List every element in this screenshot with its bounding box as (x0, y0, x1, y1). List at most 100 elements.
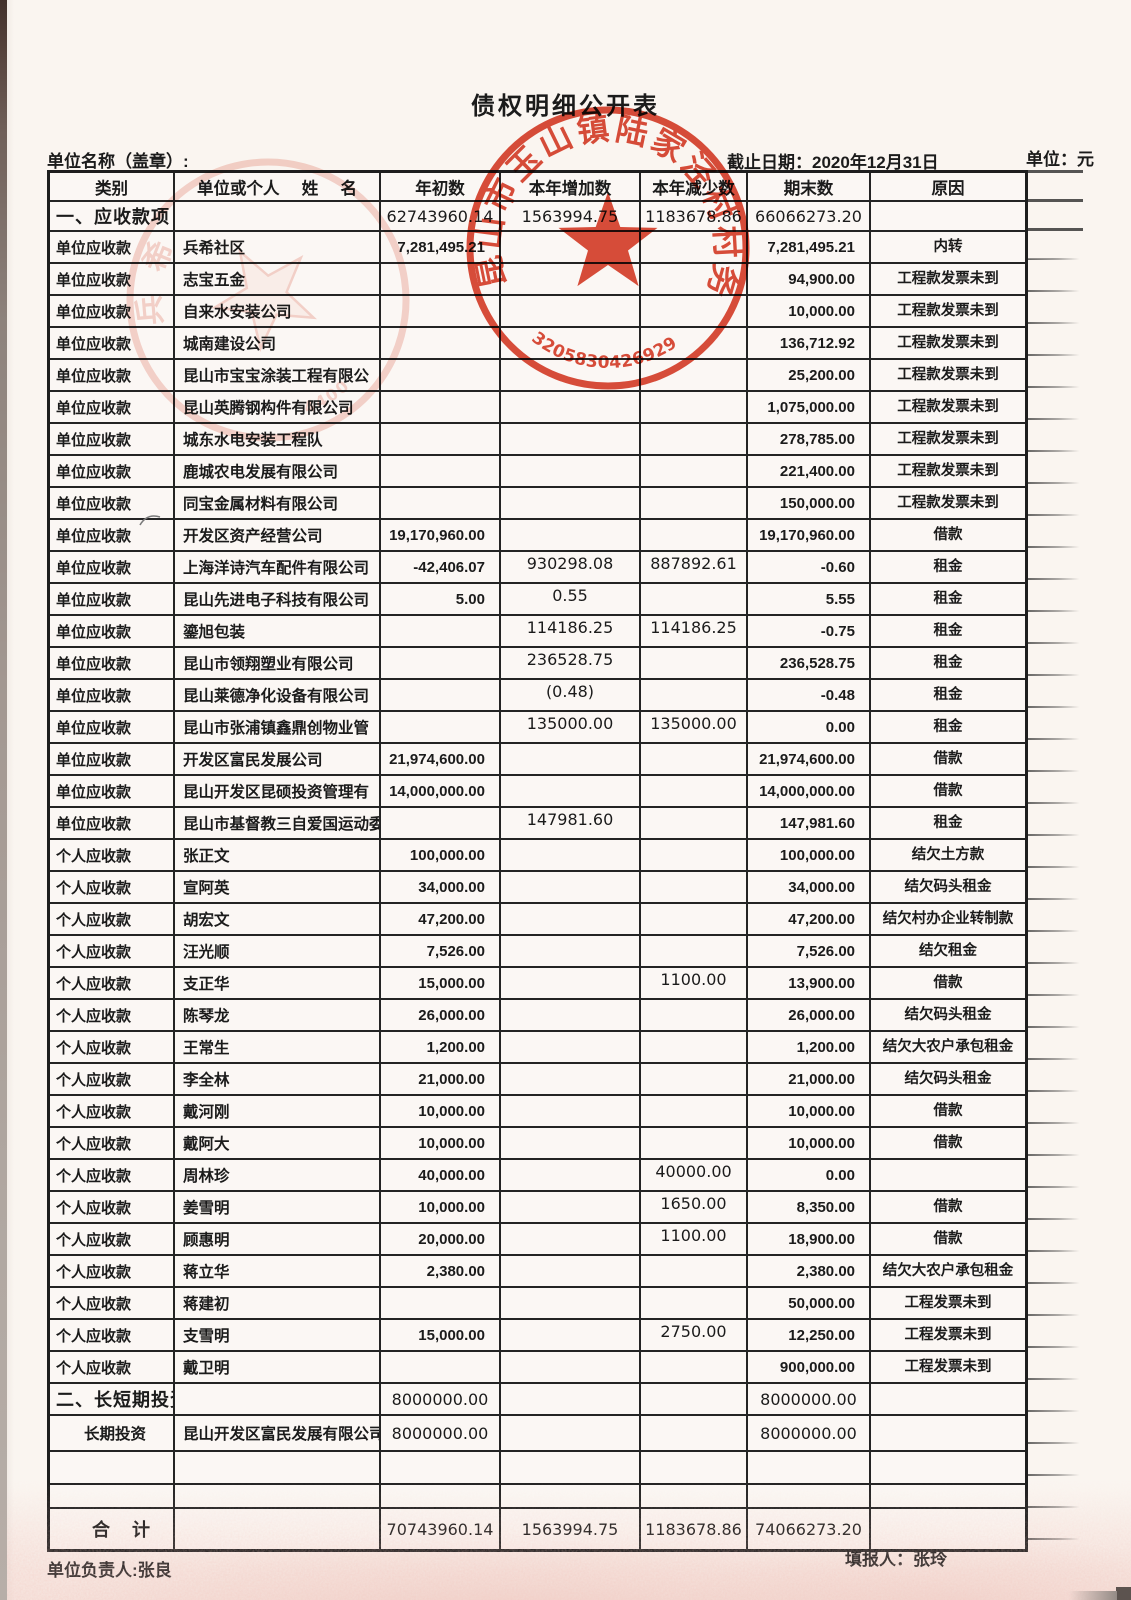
scan-corner-mark (1116, 1587, 1131, 1600)
table-row: 单位应收款 上海洋诗汽车配件有限公司 -42,406.07 930298.08 … (50, 552, 1025, 584)
table-row: 个人应收款 戴阿大 10,000.00 10,000.00 借款 (50, 1128, 1025, 1160)
cell-begin-balance: 15,000.00 (381, 968, 501, 998)
cell-category: 单位应收款 (50, 456, 175, 486)
cell-reason: 借款 (933, 527, 963, 543)
header-year-increase: 本年增加数 (501, 173, 641, 200)
seal-text: 昆山市玉山镇陆家泾村村务监督委员会 (458, 98, 746, 301)
cell-name: 昆山英腾钢构件有限公司 (175, 392, 381, 422)
cell-year-increase: 1563994.75 (501, 202, 641, 230)
cell-reason: 租金 (933, 719, 963, 735)
cell-name: 上海洋诗汽车配件有限公司 (175, 552, 381, 582)
table-row: 单位应收款 同宝金属材料有限公司 150,000.00 工程款发票未到 (50, 488, 1025, 520)
cell-reason (871, 1452, 1025, 1483)
cell-begin-balance: 14,000,000.00 (381, 776, 501, 806)
cell-name: 宣阿英 (175, 872, 381, 902)
cell-category: 单位应收款 (50, 648, 175, 678)
cell-category: 一、应收款项 (50, 202, 175, 230)
cell-end-balance: 236,528.75 (748, 648, 871, 678)
cell-begin-balance: 5.00 (381, 584, 501, 614)
cell-name: 城南建设公司 (175, 328, 381, 358)
cell-year-decrease (641, 936, 748, 966)
cell-begin-balance: 21,974,600.00 (381, 744, 501, 774)
faint-seal-star-icon (211, 248, 317, 353)
cell-reason: 借款 (933, 751, 963, 767)
cell-year-decrease (641, 776, 748, 806)
cell-reason: 借款 (933, 975, 963, 991)
cell-year-increase (501, 424, 641, 454)
cell-year-increase (501, 1452, 641, 1483)
cell-end-balance: 21,974,600.00 (748, 744, 871, 774)
cell-begin-balance (381, 296, 501, 326)
cutoff-date-label: 截止日期：2020年12月31日 (727, 153, 939, 172)
cell-end-balance: 14,000,000.00 (748, 776, 871, 806)
cell-category: 单位应收款 (50, 552, 175, 582)
cell-name: 昆山开发区昆硕投资管理有 (175, 776, 381, 806)
currency-unit-label: 单位：元 (1026, 150, 1094, 169)
table-row: 个人应收款 胡宏文 47,200.00 47,200.00 结欠村办企业转制款 (50, 904, 1025, 936)
cell-end-balance: 147,981.60 (748, 808, 871, 838)
cell-end-balance: 18,900.00 (748, 1224, 871, 1254)
scan-corner-shadow (1069, 1591, 1117, 1600)
cell-year-decrease (641, 1256, 748, 1286)
cell-year-increase: 135000.00 (501, 712, 641, 742)
cell-end-balance: 8000000.00 (748, 1416, 871, 1450)
table-row: 单位应收款 城南建设公司 136,712.92 工程款发票未到 (50, 328, 1025, 360)
cell-year-decrease (641, 1452, 748, 1483)
cell-category: 单位应收款 (50, 360, 175, 390)
cell-year-increase (501, 328, 641, 358)
cell-reason: 工程发票未到 (904, 1327, 992, 1343)
cell-reason (871, 1160, 1025, 1190)
cell-category: 单位应收款 (50, 488, 175, 518)
cell-end-balance: 21,000.00 (748, 1064, 871, 1094)
cell-end-balance: 50,000.00 (748, 1288, 871, 1318)
cell-category: 单位应收款 (50, 232, 175, 262)
table-row: 单位应收款 开发区富民发展公司 21,974,600.00 21,974,600… (50, 744, 1025, 776)
cell-begin-balance: 20,000.00 (381, 1224, 501, 1254)
cell-category: 单位应收款 (50, 680, 175, 710)
cell-category: 个人应收款 (50, 1288, 175, 1318)
header-end-balance: 期末数 (748, 173, 871, 200)
cell-begin-balance (381, 264, 501, 294)
cell-year-increase: 147981.60 (501, 808, 641, 838)
cell-name: 胡宏文 (175, 904, 381, 934)
cell-reason: 结欠大农户承包租金 (882, 1263, 1014, 1279)
table-row: 单位应收款 昆山英腾钢构件有限公司 1,075,000.00 工程款发票未到 (50, 392, 1025, 424)
cell-end-balance: 278,785.00 (748, 424, 871, 454)
table-row: 个人应收款 李全林 21,000.00 21,000.00 结欠码头租金 (50, 1064, 1025, 1096)
header-year-decrease: 本年减少数 (641, 173, 748, 200)
cell-name: 昆山市领翔塑业有限公司 (175, 648, 381, 678)
cell-category: 单位应收款 (50, 264, 175, 294)
table-row: 单位应收款 昆山市宝宝涂装工程有限公 25,200.00 工程款发票未到 (50, 360, 1025, 392)
cell-year-increase (501, 456, 641, 486)
cell-end-balance: 2,380.00 (748, 1256, 871, 1286)
cell-name: 姜雪明 (175, 1192, 381, 1222)
cell-reason: 工程发票未到 (904, 1295, 992, 1311)
stray-pen-mark (139, 515, 161, 526)
table-row: 单位应收款 昆山先进电子科技有限公司 5.00 0.55 5.55 租金 (50, 584, 1025, 616)
cell-name: 兵希社区 (175, 232, 381, 262)
cell-year-decrease (641, 680, 748, 710)
cell-year-increase (501, 1416, 641, 1450)
svg-text:昆山市玉山镇陆家泾村村务监督委员会: 昆山市玉山镇陆家泾村村务监督委员会 (458, 98, 746, 301)
cell-begin-balance (381, 1352, 501, 1382)
cell-year-decrease: 1100.00 (641, 968, 748, 998)
cell-name: 王常生 (175, 1032, 381, 1062)
cell-category: 长期投资 (50, 1416, 175, 1450)
cell-year-decrease (641, 328, 748, 358)
scan-line-overshoot (1027, 170, 1083, 173)
cell-name: 昆山市基督教三自爱国运动委员会 (175, 808, 381, 838)
cell-year-increase (501, 1384, 641, 1414)
table-row: 单位应收款 昆山市领翔塑业有限公司 236528.75 236,528.75 租… (50, 648, 1025, 680)
cell-category: 单位应收款 (50, 424, 175, 454)
cell-year-decrease (641, 904, 748, 934)
cell-end-balance: 0.00 (748, 1160, 871, 1190)
svg-text:3205830426929: 3205830426929 (528, 328, 683, 373)
cell-end-balance: 12,250.00 (748, 1320, 871, 1350)
seal-ring (466, 106, 750, 390)
cell-reason: 租金 (933, 559, 963, 575)
cell-reason: 结欠租金 (919, 943, 977, 959)
cell-year-increase (501, 264, 641, 294)
unit-name-label: 单位名称（盖章）: (47, 152, 189, 171)
cell-begin-balance: 10,000.00 (381, 1096, 501, 1126)
cell-name: 志宝五金 (175, 264, 381, 294)
